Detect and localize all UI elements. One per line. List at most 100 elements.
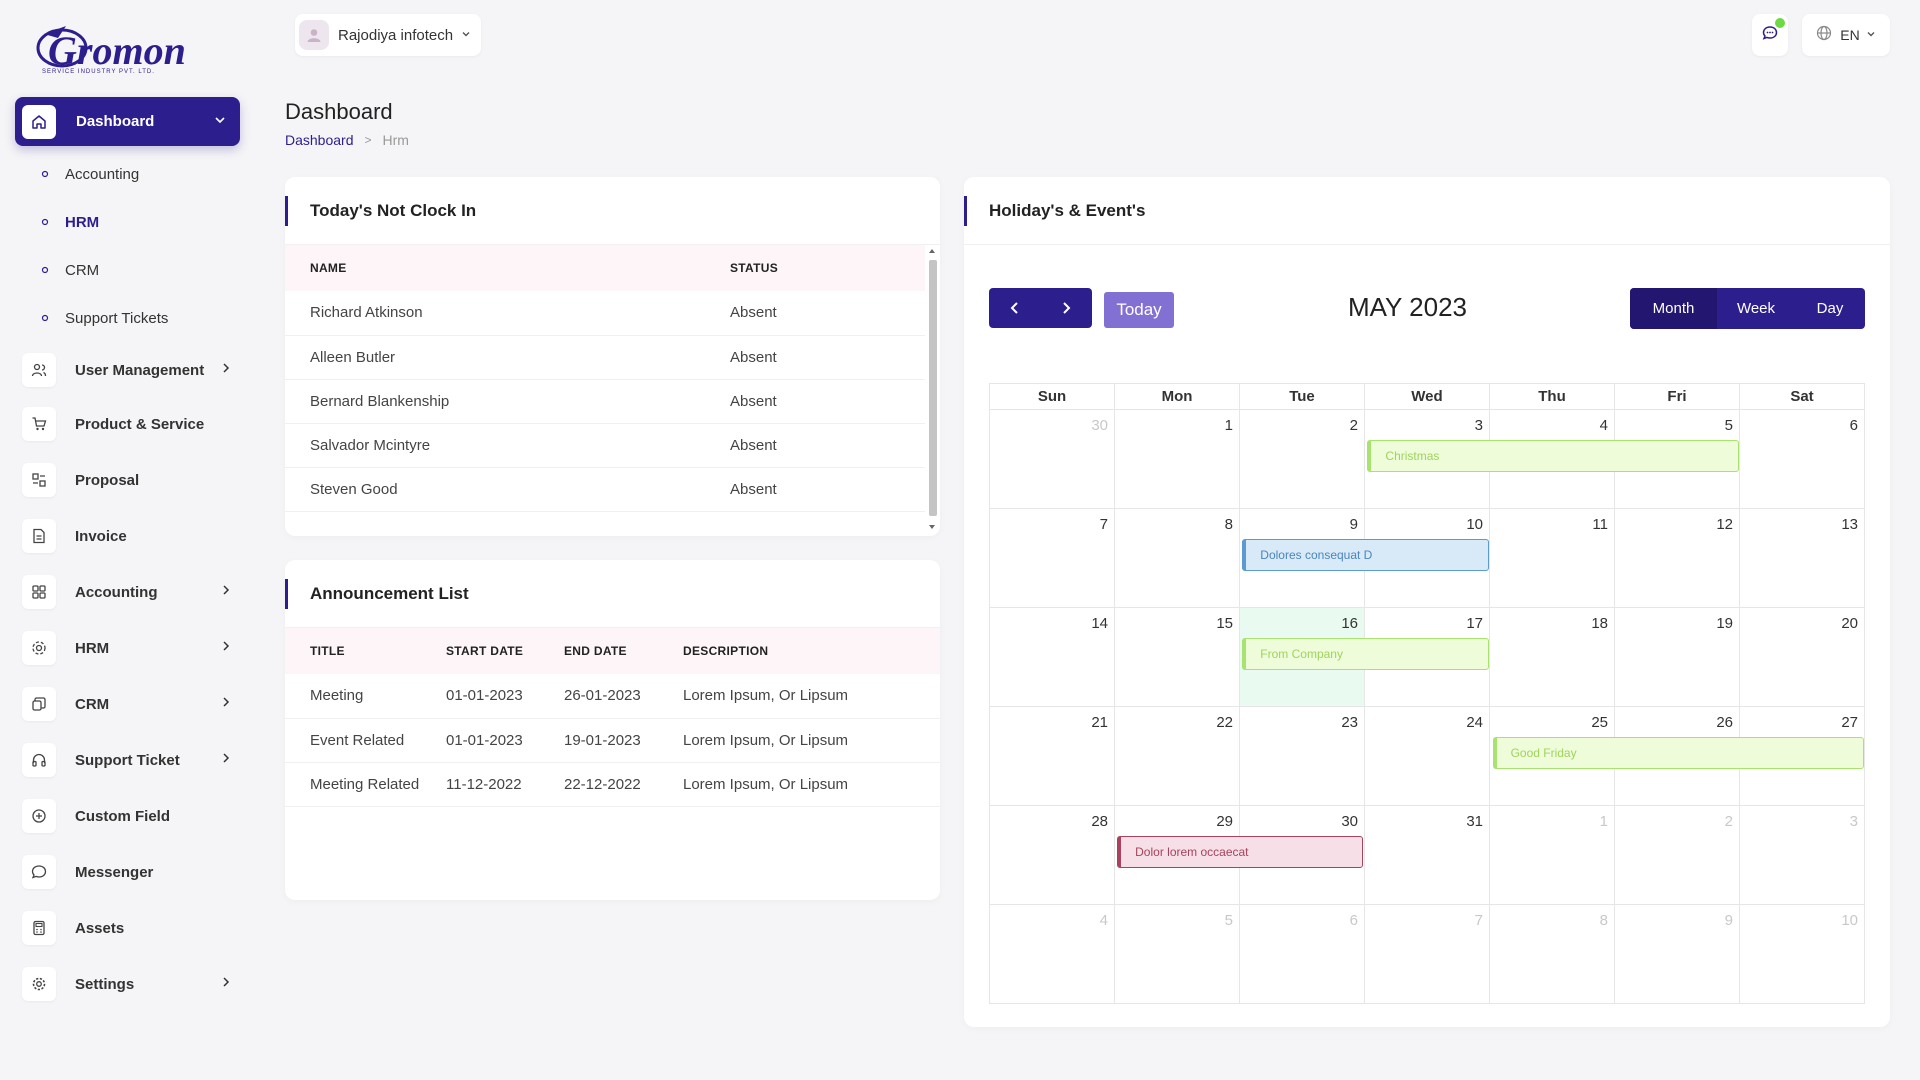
calendar-day-cell[interactable]: 6 <box>1240 905 1365 1003</box>
headphones-icon <box>22 743 56 777</box>
breadcrumb-link-dashboard[interactable]: Dashboard <box>285 132 354 148</box>
view-week-button[interactable]: Week <box>1736 300 1776 317</box>
sidebar-subitem-hrm[interactable]: HRM <box>40 212 99 232</box>
calendar-day-cell[interactable]: 5 <box>1115 905 1240 1003</box>
calendar-day-cell[interactable]: 19 <box>1615 608 1740 706</box>
sidebar-item-accounting[interactable]: Accounting <box>22 574 232 610</box>
sidebar-subitem-label: Accounting <box>65 165 140 183</box>
calendar-day-cell[interactable]: 23 <box>1240 707 1365 805</box>
sidebar-item-user-management[interactable]: User Management <box>22 352 232 388</box>
calendar-day-cell[interactable]: 2 <box>1240 410 1365 508</box>
sidebar-item-label: Proposal <box>75 471 140 489</box>
sidebar-subitem-support-tickets[interactable]: Support Tickets <box>40 308 168 328</box>
language-switcher[interactable]: EN <box>1802 14 1890 56</box>
calendar-day-cell[interactable]: 11 <box>1490 509 1615 607</box>
svg-text:Gromon: Gromon <box>48 28 186 73</box>
card-header: Announcement List <box>285 560 940 628</box>
sidebar-item-custom-field[interactable]: Custom Field <box>22 798 232 834</box>
sidebar-subitem-accounting[interactable]: Accounting <box>40 164 139 184</box>
calendar-day-cell[interactable]: 30 <box>990 410 1115 508</box>
sidebar-item-invoice[interactable]: Invoice <box>22 518 232 554</box>
sidebar-subitem-label: CRM <box>65 261 100 279</box>
calendar-day-cell[interactable]: 3 <box>1740 806 1865 904</box>
column-header: NAME <box>285 245 705 291</box>
day-number: 19 <box>1716 615 1733 632</box>
calendar-day-cell[interactable]: 14 <box>990 608 1115 706</box>
calendar-day-cell[interactable]: 22 <box>1115 707 1240 805</box>
sidebar-item-crm[interactable]: CRM <box>22 686 232 722</box>
calendar-event[interactable]: Christmas <box>1367 440 1739 472</box>
sidebar-item-label: HRM <box>75 639 110 657</box>
calendar-day-cell[interactable]: 13 <box>1740 509 1865 607</box>
scroll-down-icon[interactable] <box>927 523 937 531</box>
description: Lorem Ipsum, Or Lipsum <box>683 762 940 807</box>
calendar-day-cell[interactable]: 6 <box>1740 410 1865 508</box>
calendar-day-cell[interactable]: 7 <box>990 509 1115 607</box>
day-number: 3 <box>1474 417 1483 434</box>
calendar-day-cell[interactable]: 28 <box>990 806 1115 904</box>
sidebar-item-product-service[interactable]: Product & Service <box>22 406 232 442</box>
start-date: 01-01-2023 <box>446 718 564 763</box>
sidebar-item-hrm[interactable]: HRM <box>22 630 232 666</box>
view-month-button[interactable]: Month <box>1630 288 1717 329</box>
status-text: Absent <box>705 379 925 424</box>
calendar-day-cell[interactable]: 24 <box>1365 707 1490 805</box>
calendar-day-cell[interactable]: 15 <box>1115 608 1240 706</box>
calendar-day-cell[interactable]: 2 <box>1615 806 1740 904</box>
calendar-day-cell[interactable]: 4 <box>990 905 1115 1003</box>
calendar-event[interactable]: Dolor lorem occaecat <box>1117 836 1364 868</box>
sidebar-subitem-crm[interactable]: CRM <box>40 260 99 280</box>
calendar-day-cell[interactable]: 20 <box>1740 608 1865 706</box>
sidebar-item-assets[interactable]: Assets <box>22 910 232 946</box>
calendar-event[interactable]: Good Friday <box>1492 737 1864 769</box>
calendar-day-cell[interactable]: 17 <box>1365 608 1490 706</box>
sidebar-item-dashboard[interactable]: Dashboard <box>15 97 240 146</box>
sidebar: Gromon SERVICE INDUSTRY PVT. LTD. Dashbo… <box>0 0 255 1080</box>
calendar-day-cell[interactable]: 9 <box>1615 905 1740 1003</box>
calendar-day-cell[interactable]: 10 <box>1365 509 1490 607</box>
calendar-day-cell[interactable]: 31 <box>1365 806 1490 904</box>
calendar-day-cell[interactable]: 10 <box>1740 905 1865 1003</box>
calendar-day-cell[interactable]: 1 <box>1115 410 1240 508</box>
calendar-day-cell[interactable]: 7 <box>1365 905 1490 1003</box>
calendar-day-cell[interactable]: 18 <box>1490 608 1615 706</box>
sidebar-item-label: Accounting <box>75 583 158 601</box>
calendar-day-cell[interactable]: 21 <box>990 707 1115 805</box>
calendar-day-cell[interactable]: 12 <box>1615 509 1740 607</box>
day-number: 8 <box>1599 912 1608 929</box>
start-date: 01-01-2023 <box>446 674 564 719</box>
day-number: 20 <box>1841 615 1858 632</box>
sidebar-item-settings[interactable]: Settings <box>22 966 232 1002</box>
scroll-up-icon[interactable] <box>927 247 937 255</box>
calendar-day-cell[interactable]: 8 <box>1115 509 1240 607</box>
grid-icon <box>22 575 56 609</box>
day-number: 24 <box>1466 714 1483 731</box>
calendar-day-cell[interactable]: 8 <box>1490 905 1615 1003</box>
calendar-day-cell[interactable]: 1 <box>1490 806 1615 904</box>
sidebar-item-messenger[interactable]: Messenger <box>22 854 232 890</box>
messages-button[interactable] <box>1752 14 1788 56</box>
prev-month-button[interactable] <box>989 288 1041 328</box>
brand-logo[interactable]: Gromon SERVICE INDUSTRY PVT. LTD. <box>36 20 211 75</box>
column-header: TITLE <box>285 628 446 674</box>
calendar-day-cell[interactable]: 27 <box>1740 707 1865 805</box>
sidebar-item-proposal[interactable]: Proposal <box>22 462 232 498</box>
scrollbar[interactable] <box>927 247 937 531</box>
company-name: Rajodiya infotech <box>338 26 454 44</box>
calendar-event[interactable]: Dolores consequat D <box>1242 539 1489 571</box>
scrollbar-thumb[interactable] <box>929 260 937 516</box>
next-month-button[interactable] <box>1041 288 1093 328</box>
company-switcher[interactable]: Rajodiya infotech <box>295 14 482 56</box>
sidebar-item-label: Product & Service <box>75 415 205 433</box>
view-day-button[interactable]: Day <box>1816 300 1844 317</box>
calendar-event[interactable]: From Company <box>1242 638 1489 670</box>
day-number: 13 <box>1841 516 1858 533</box>
not-clock-in-table: NAME STATUS Richard Atkinson Absent Allee… <box>285 245 925 512</box>
calendar-day-cell[interactable]: 30 <box>1240 806 1365 904</box>
calendar-day-cell[interactable]: 5 <box>1615 410 1740 508</box>
column-header: STATUS <box>705 245 925 291</box>
day-number: 27 <box>1841 714 1858 731</box>
employee-name: Steven Good <box>285 467 705 512</box>
today-button[interactable]: Today <box>1104 292 1174 328</box>
sidebar-item-support-ticket[interactable]: Support Ticket <box>22 742 232 778</box>
